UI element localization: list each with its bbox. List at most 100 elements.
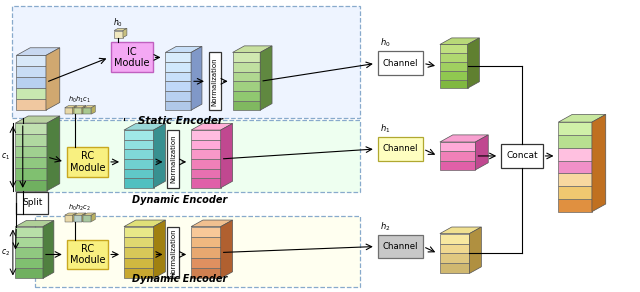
- Polygon shape: [476, 135, 488, 170]
- Polygon shape: [470, 227, 481, 273]
- Polygon shape: [154, 220, 165, 278]
- Polygon shape: [440, 244, 470, 253]
- Polygon shape: [165, 72, 191, 81]
- Text: Normalization: Normalization: [170, 135, 176, 183]
- Text: Static Encoder: Static Encoder: [138, 116, 223, 126]
- Polygon shape: [15, 180, 47, 191]
- Polygon shape: [221, 124, 232, 188]
- Polygon shape: [558, 161, 592, 173]
- Polygon shape: [83, 105, 95, 108]
- Polygon shape: [124, 159, 154, 168]
- Polygon shape: [74, 105, 86, 108]
- Polygon shape: [124, 140, 154, 149]
- Polygon shape: [124, 247, 154, 258]
- Polygon shape: [15, 247, 43, 258]
- Polygon shape: [440, 142, 476, 151]
- Polygon shape: [82, 213, 86, 222]
- Polygon shape: [592, 114, 605, 212]
- Polygon shape: [15, 157, 47, 168]
- Polygon shape: [165, 53, 191, 62]
- Polygon shape: [15, 237, 43, 247]
- Polygon shape: [440, 79, 468, 88]
- Polygon shape: [15, 220, 54, 227]
- Polygon shape: [124, 168, 154, 178]
- Polygon shape: [191, 46, 202, 110]
- Text: Dynamic Encoder: Dynamic Encoder: [132, 195, 227, 205]
- FancyBboxPatch shape: [12, 6, 360, 118]
- Polygon shape: [46, 48, 60, 110]
- Polygon shape: [232, 72, 260, 81]
- Polygon shape: [165, 100, 191, 110]
- Polygon shape: [17, 66, 46, 77]
- FancyBboxPatch shape: [67, 239, 108, 270]
- Polygon shape: [440, 38, 479, 44]
- Polygon shape: [17, 55, 46, 66]
- Text: $h_0 h_2 c_2$: $h_0 h_2 c_2$: [68, 202, 90, 213]
- Polygon shape: [124, 268, 154, 278]
- Text: $h_0$: $h_0$: [380, 37, 390, 49]
- FancyBboxPatch shape: [168, 227, 179, 278]
- Polygon shape: [154, 124, 165, 188]
- Polygon shape: [191, 178, 221, 188]
- Polygon shape: [440, 44, 468, 53]
- Polygon shape: [124, 130, 154, 140]
- Polygon shape: [440, 135, 488, 142]
- FancyBboxPatch shape: [168, 130, 179, 188]
- Polygon shape: [232, 46, 272, 53]
- FancyBboxPatch shape: [501, 144, 543, 168]
- Polygon shape: [124, 258, 154, 268]
- Polygon shape: [440, 71, 468, 79]
- Polygon shape: [124, 237, 154, 247]
- Polygon shape: [47, 116, 60, 191]
- Polygon shape: [74, 213, 86, 215]
- Polygon shape: [82, 105, 86, 114]
- Polygon shape: [191, 220, 232, 227]
- Polygon shape: [558, 122, 592, 135]
- Text: Normalization: Normalization: [170, 228, 176, 277]
- Polygon shape: [440, 53, 468, 62]
- Polygon shape: [65, 105, 77, 108]
- Polygon shape: [191, 124, 232, 130]
- Polygon shape: [15, 134, 47, 146]
- Polygon shape: [15, 258, 43, 268]
- Polygon shape: [114, 28, 127, 31]
- Text: $h_0 h_1 c_1$: $h_0 h_1 c_1$: [68, 95, 90, 105]
- Text: Normalization: Normalization: [212, 57, 218, 106]
- Polygon shape: [92, 105, 95, 114]
- FancyBboxPatch shape: [111, 43, 152, 72]
- FancyBboxPatch shape: [35, 216, 360, 287]
- Text: Dynamic Encoder: Dynamic Encoder: [132, 274, 227, 284]
- Polygon shape: [468, 38, 479, 88]
- Polygon shape: [558, 173, 592, 186]
- Polygon shape: [15, 227, 43, 237]
- FancyBboxPatch shape: [35, 120, 360, 192]
- Polygon shape: [165, 91, 191, 100]
- Polygon shape: [15, 116, 60, 123]
- Polygon shape: [191, 237, 221, 247]
- Polygon shape: [191, 168, 221, 178]
- Polygon shape: [558, 186, 592, 199]
- Polygon shape: [191, 268, 221, 278]
- Polygon shape: [15, 268, 43, 278]
- Polygon shape: [17, 88, 46, 99]
- Polygon shape: [232, 100, 260, 110]
- Polygon shape: [260, 46, 272, 110]
- Polygon shape: [165, 62, 191, 72]
- Polygon shape: [123, 28, 127, 37]
- Polygon shape: [65, 213, 77, 215]
- Polygon shape: [124, 227, 154, 237]
- Polygon shape: [74, 215, 82, 222]
- Polygon shape: [440, 263, 470, 273]
- Polygon shape: [191, 140, 221, 149]
- Text: $h_0$: $h_0$: [113, 16, 122, 29]
- Polygon shape: [440, 151, 476, 161]
- Text: $c_1$: $c_1$: [1, 152, 10, 162]
- Polygon shape: [558, 114, 605, 122]
- Polygon shape: [124, 149, 154, 159]
- Polygon shape: [191, 227, 221, 237]
- Polygon shape: [558, 148, 592, 161]
- Polygon shape: [83, 215, 92, 222]
- Polygon shape: [165, 46, 202, 53]
- Text: RC
Module: RC Module: [70, 151, 105, 173]
- Polygon shape: [232, 62, 260, 72]
